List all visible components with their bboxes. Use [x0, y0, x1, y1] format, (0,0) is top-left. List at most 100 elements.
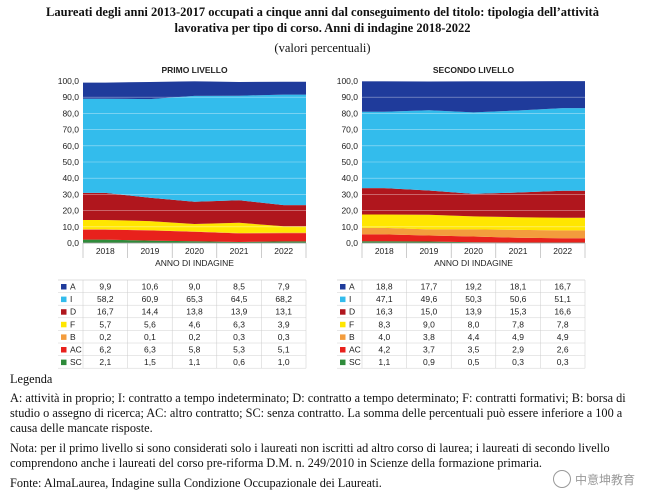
table-cell-value: 7,8 [512, 319, 524, 329]
table-cell-value: 0,2 [99, 332, 111, 342]
area-series-b [83, 229, 306, 234]
legend-swatch-d [61, 309, 67, 315]
y-tick-label: 70,0 [62, 125, 79, 135]
table-row-label: B [349, 332, 355, 342]
y-tick-label: 90,0 [62, 92, 79, 102]
table-cell-value: 10,6 [142, 282, 159, 292]
title-line-2: lavorativa per tipo di corso. Anni di in… [174, 21, 471, 35]
area-series-a [83, 81, 306, 100]
table-cell-value: 51,1 [554, 294, 571, 304]
legend-text: A: attività in proprio; I: contratto a t… [10, 391, 626, 435]
y-tick-label: 0,0 [67, 238, 79, 248]
y-tick-label: 10,0 [62, 222, 79, 232]
panel-secondo-livello: SECONDO LIVELLO 0,0 10,0 20,0 30,0 40,0 50,0 60… [337, 65, 586, 369]
table-cell-value: 14,4 [142, 307, 159, 317]
table-cell-value: 49,6 [421, 294, 438, 304]
legend-swatch-sc [340, 359, 346, 366]
legend-swatch-sc [61, 359, 67, 366]
table-cell-value: 1,1 [378, 357, 390, 367]
table-cell-value: 13,1 [275, 307, 292, 317]
x-tick-label: 2021 [230, 246, 249, 256]
table-cell-value: 16,3 [376, 307, 393, 317]
area-series-ac [83, 229, 306, 242]
table-row-label: AC [70, 345, 82, 355]
area-series-sc [362, 241, 585, 243]
area-series-i [362, 108, 585, 194]
table-cell-value: 50,3 [465, 294, 482, 304]
y-tick-label: 40,0 [62, 173, 79, 183]
table-cell-value: 13,8 [186, 307, 203, 317]
table-cell-value: 0,3 [512, 357, 524, 367]
table-row-label: A [349, 282, 355, 292]
table-row-label: I [70, 294, 72, 304]
table-cell-value: 16,7 [97, 307, 114, 317]
x-tick-label: 2022 [553, 246, 572, 256]
table-cell-value: 0,3 [233, 332, 245, 342]
table-cell-value: 4,4 [468, 332, 480, 342]
watermark-text: 中意坤教育 [574, 472, 635, 487]
table-cell-value: 4,2 [378, 345, 390, 355]
table-row-label: B [70, 332, 76, 342]
y-tick-label: 0,0 [346, 238, 358, 248]
table-cell-value: 5,6 [144, 319, 156, 329]
table-cell-value: 6,3 [233, 319, 245, 329]
table-cell-value: 9,0 [189, 282, 201, 292]
y-tick-label: 50,0 [341, 157, 358, 167]
area-series-b [362, 227, 585, 239]
table-cell-value: 1,5 [144, 357, 156, 367]
legend-heading: Legenda [10, 372, 53, 386]
legend-swatch-i [61, 296, 67, 303]
table-cell-value: 3,5 [468, 345, 480, 355]
y-tick-label: 100,0 [337, 76, 359, 86]
table-row-label: F [349, 319, 354, 329]
table-cell-value: 1,0 [278, 357, 290, 367]
y-tick-label: 60,0 [341, 141, 358, 151]
table-cell-value: 4,6 [189, 319, 201, 329]
table-cell-value: 5,7 [99, 319, 111, 329]
legend-swatch-i [340, 296, 346, 303]
table-cell-value: 0,1 [144, 332, 156, 342]
table-cell-value: 2,9 [512, 345, 524, 355]
table-row-label: F [70, 319, 75, 329]
table-cell-value: 4,0 [378, 332, 390, 342]
table-cell-value: 8,0 [468, 319, 480, 329]
panel-title: PRIMO LIVELLO [161, 65, 228, 75]
table-row-label: AC [349, 345, 361, 355]
table-cell-value: 9,0 [423, 319, 435, 329]
table-cell-value: 18,1 [510, 282, 527, 292]
table-cell-value: 47,1 [376, 294, 393, 304]
y-tick-label: 80,0 [62, 108, 79, 118]
table-cell-value: 6,2 [99, 345, 111, 355]
table-cell-value: 6,3 [144, 345, 156, 355]
y-tick-label: 30,0 [341, 189, 358, 199]
table-cell-value: 1,1 [189, 357, 201, 367]
y-tick-label: 40,0 [341, 173, 358, 183]
legend-swatch-d [340, 309, 346, 315]
x-tick-label: 2018 [375, 246, 394, 256]
table-cell-value: 0,3 [278, 332, 290, 342]
legend-swatch-a [340, 284, 346, 290]
table-cell-value: 3,9 [278, 319, 290, 329]
y-tick-label: 90,0 [341, 92, 358, 102]
table-cell-value: 0,3 [557, 357, 569, 367]
table-cell-value: 13,9 [465, 307, 482, 317]
note-text: Nota: per il primo livello si sono consi… [10, 441, 610, 470]
legend-swatch-b [340, 334, 346, 340]
table-row-label: D [70, 307, 76, 317]
table-cell-value: 64,5 [231, 294, 248, 304]
table-row-label: SC [70, 357, 82, 367]
area-series-i [83, 94, 306, 206]
legend-swatch-ac [61, 347, 67, 353]
table-row-label: I [349, 294, 351, 304]
table-cell-value: 15,0 [421, 307, 438, 317]
area-series-d [83, 192, 306, 227]
table-cell-value: 5,1 [278, 345, 290, 355]
area-series-sc [83, 239, 306, 243]
table-cell-value: 2,6 [557, 345, 569, 355]
table-cell-value: 0,9 [423, 357, 435, 367]
legend-block: Legenda A: attività in proprio; I: contr… [10, 372, 638, 491]
table-cell-value: 3,8 [423, 332, 435, 342]
legend-swatch-ac [340, 347, 346, 353]
y-tick-label: 80,0 [341, 108, 358, 118]
x-tick-label: 2020 [464, 246, 483, 256]
